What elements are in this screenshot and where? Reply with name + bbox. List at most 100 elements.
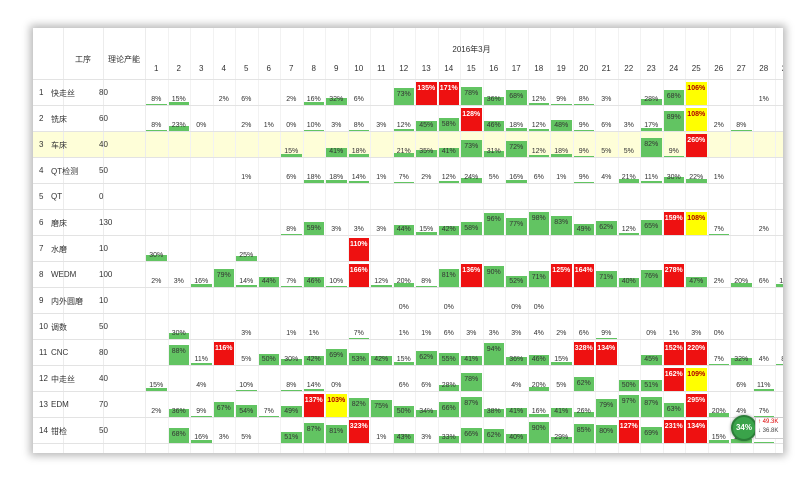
day-cell[interactable]: 220% [685,340,708,366]
day-cell[interactable]: 2% [235,106,258,132]
day-cell[interactable]: 90% [528,418,551,444]
day-cell[interactable]: 51% [280,418,303,444]
day-cell[interactable]: 6% [438,314,461,340]
day-cell[interactable]: 108% [685,106,708,132]
day-cell[interactable]: 62% [595,210,618,236]
day-cell[interactable]: 12% [528,80,551,106]
day-cell[interactable]: 55% [438,340,461,366]
day-cell[interactable]: 18% [775,262,783,288]
day-cell[interactable]: 231% [663,418,686,444]
day-cell[interactable]: 3% [595,80,618,106]
day-cell[interactable]: 68% [168,418,191,444]
day-cell[interactable]: 5% [235,418,258,444]
day-cell[interactable]: 66% [438,392,461,418]
day-cell[interactable]: 18% [348,132,371,158]
day-cell[interactable]: 24% [460,158,483,184]
day-cell[interactable]: 1% [370,418,393,444]
day-cell[interactable]: 87% [460,392,483,418]
day-cell[interactable]: 3% [325,106,348,132]
day-cell[interactable]: 97% [618,392,641,418]
day-cell[interactable]: 5% [235,340,258,366]
day-cell[interactable]: 8% [730,106,753,132]
day-cell[interactable]: 7% [708,340,731,366]
day-cell[interactable]: 1% [393,314,416,340]
day-cell[interactable]: 41% [438,132,461,158]
day-cell[interactable]: 2% [213,80,236,106]
day-cell[interactable]: 278% [663,262,686,288]
day-cell[interactable]: 79% [213,262,236,288]
day-cell[interactable]: 35% [415,132,438,158]
day-cell[interactable]: 16% [528,392,551,418]
day-cell[interactable]: 14% [235,262,258,288]
day-cell[interactable]: 26% [573,392,596,418]
day-cell[interactable]: 62% [573,366,596,392]
day-cell[interactable]: 62% [483,418,506,444]
day-cell[interactable]: 51% [640,366,663,392]
day-cell[interactable]: 162% [663,366,686,392]
day-cell[interactable]: 5% [618,132,641,158]
day-cell[interactable]: 12% [393,106,416,132]
day-cell[interactable]: 31% [483,132,506,158]
day-cell[interactable]: 1% [415,314,438,340]
day-cell[interactable]: 108% [685,210,708,236]
day-cell[interactable]: 2% [550,314,573,340]
day-cell[interactable]: 58% [438,106,461,132]
day-cell[interactable]: 9% [190,392,213,418]
day-cell[interactable]: 53% [348,340,371,366]
day-cell[interactable]: 54% [235,392,258,418]
day-cell[interactable]: 50% [393,392,416,418]
day-cell[interactable]: 260% [685,132,708,158]
day-cell[interactable]: 106% [685,80,708,106]
day-cell[interactable]: 68% [663,80,686,106]
day-cell[interactable]: 6% [730,366,753,392]
day-cell[interactable]: 3% [460,314,483,340]
day-cell[interactable]: 9% [550,80,573,106]
day-cell[interactable]: 73% [460,132,483,158]
day-cell[interactable]: 42% [438,210,461,236]
day-cell[interactable]: 6% [573,314,596,340]
day-cell[interactable]: 14% [348,158,371,184]
day-cell[interactable]: 1% [235,158,258,184]
day-cell[interactable]: 6% [235,80,258,106]
day-cell[interactable]: 2% [145,392,168,418]
day-cell[interactable]: 135% [415,80,438,106]
day-cell[interactable]: 78% [460,80,483,106]
day-cell[interactable]: 0% [393,288,416,314]
day-cell[interactable]: 42% [370,340,393,366]
day-cell[interactable]: 6% [595,106,618,132]
day-cell[interactable]: 16% [505,158,528,184]
day-cell[interactable]: 171% [438,80,461,106]
day-cell[interactable]: 85% [573,418,596,444]
day-cell[interactable]: 2% [708,262,731,288]
day-cell[interactable]: 43% [393,418,416,444]
day-cell[interactable]: 16% [303,80,326,106]
day-cell[interactable]: 36% [505,340,528,366]
day-cell[interactable]: 11% [753,366,776,392]
day-cell[interactable]: 15% [393,340,416,366]
day-cell[interactable]: 47% [685,262,708,288]
day-cell[interactable]: 87% [303,418,326,444]
day-cell[interactable]: 69% [325,340,348,366]
day-cell[interactable]: 41% [460,340,483,366]
day-cell[interactable]: 10% [325,262,348,288]
day-cell[interactable]: 94% [483,340,506,366]
day-cell[interactable]: 12% [438,158,461,184]
day-cell[interactable]: 36% [168,392,191,418]
day-cell[interactable]: 6% [348,80,371,106]
day-cell[interactable]: 134% [595,340,618,366]
day-cell[interactable]: 15% [280,132,303,158]
day-cell[interactable]: 49% [280,392,303,418]
day-cell[interactable]: 40% [618,262,641,288]
day-cell[interactable]: 90% [483,262,506,288]
day-cell[interactable]: 68% [505,80,528,106]
day-cell[interactable]: 12% [528,132,551,158]
day-cell[interactable]: 96% [483,210,506,236]
day-cell[interactable]: 3% [370,106,393,132]
day-cell[interactable]: 40% [505,418,528,444]
day-cell[interactable]: 7% [258,392,281,418]
day-cell[interactable]: 127% [618,418,641,444]
day-cell[interactable]: 2% [145,262,168,288]
day-cell[interactable]: 128% [460,106,483,132]
day-cell[interactable]: 9% [573,106,596,132]
day-cell[interactable]: 21% [618,158,641,184]
